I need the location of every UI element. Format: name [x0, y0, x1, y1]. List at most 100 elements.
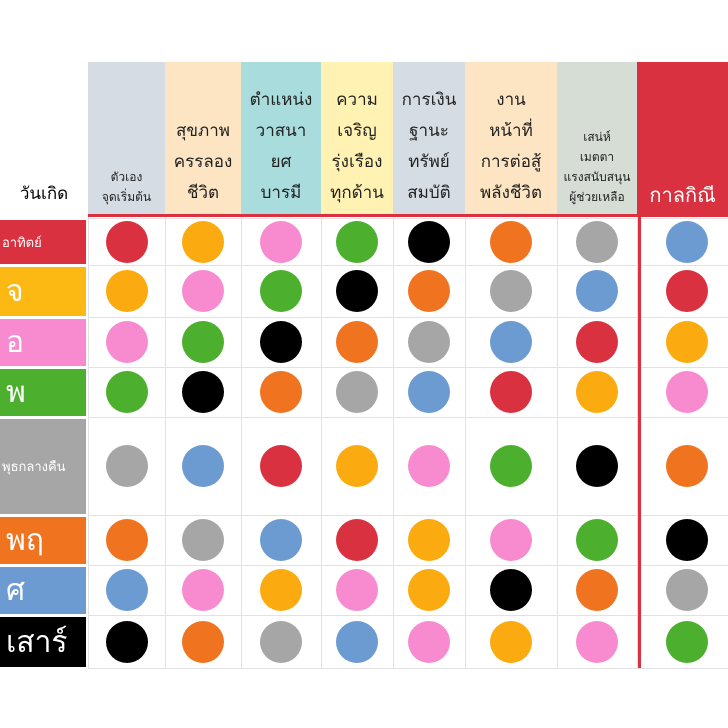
- color-dot: [182, 321, 224, 363]
- grid-line: [88, 417, 728, 418]
- color-dot: [576, 445, 618, 487]
- color-dot: [665, 220, 708, 263]
- column-header: ตำแหน่ง วาสนา ยศ บารมี: [241, 62, 321, 215]
- color-dot: [490, 445, 532, 487]
- color-dot: [182, 270, 224, 312]
- grid-line: [88, 218, 728, 219]
- grid-line: [637, 215, 638, 668]
- color-dot: [576, 569, 618, 611]
- color-dot: [105, 321, 148, 363]
- color-dot: [408, 519, 450, 561]
- color-dot: [490, 371, 532, 413]
- grid-line: [165, 215, 166, 668]
- color-dot: [105, 445, 148, 487]
- grid-line: [88, 367, 728, 368]
- color-dot: [182, 445, 224, 487]
- color-dot: [336, 445, 378, 487]
- grid-line: [321, 215, 322, 668]
- color-dot: [576, 270, 618, 312]
- color-dot: [336, 519, 378, 561]
- color-dot: [665, 371, 708, 413]
- color-dot: [490, 321, 532, 363]
- color-dot: [260, 445, 302, 487]
- day-label: อาทิตย์: [0, 220, 86, 264]
- color-dot: [408, 445, 450, 487]
- day-label: พ: [0, 369, 86, 416]
- color-dot: [182, 569, 224, 611]
- day-label: ศ: [0, 567, 86, 614]
- day-label: อ: [0, 319, 86, 366]
- column-header: เสน่ห์ เมตตา แรงสนับสนุน ผู้ช่วยเหลือ: [557, 62, 637, 215]
- color-dot: [182, 620, 224, 663]
- grid-line: [88, 565, 728, 566]
- grid-line: [88, 515, 728, 516]
- color-dot: [490, 519, 532, 561]
- color-dot: [182, 371, 224, 413]
- color-dot: [408, 569, 450, 611]
- day-label: จ: [0, 267, 86, 316]
- color-dot: [260, 569, 302, 611]
- color-dot: [105, 569, 148, 611]
- color-dot: [336, 620, 378, 663]
- grid-line: [88, 317, 728, 318]
- day-label: พุธกลางคืน: [0, 419, 86, 514]
- color-dot: [490, 569, 532, 611]
- color-dot: [105, 620, 148, 663]
- color-dot: [576, 220, 618, 263]
- column-header: สุขภาพ ครรลอง ชีวิต: [165, 62, 241, 215]
- color-dot: [105, 519, 148, 561]
- color-dot: [665, 519, 708, 561]
- color-dot: [490, 220, 532, 263]
- day-label: เสาร์: [0, 617, 86, 667]
- grid-line: [557, 215, 558, 668]
- color-dot: [576, 371, 618, 413]
- separator-line: [638, 62, 641, 668]
- separator-line: [88, 214, 728, 217]
- column-header: กาลกิณี: [637, 62, 728, 215]
- grid-line: [88, 615, 728, 616]
- color-dot: [408, 220, 450, 263]
- color-dot: [260, 321, 302, 363]
- color-dot: [408, 371, 450, 413]
- color-dot: [576, 620, 618, 663]
- corner-label: วันเกิด: [19, 184, 69, 204]
- color-dot: [665, 445, 708, 487]
- color-dot: [336, 371, 378, 413]
- color-dot: [336, 270, 378, 312]
- grid-line: [465, 215, 466, 668]
- grid-line: [393, 215, 394, 668]
- color-dot: [105, 371, 148, 413]
- color-dot: [260, 270, 302, 312]
- color-dot: [665, 321, 708, 363]
- color-dot: [490, 620, 532, 663]
- grid-line: [88, 668, 728, 669]
- color-dot: [336, 220, 378, 263]
- column-header: การเงิน ฐานะ ทรัพย์ สมบัติ: [393, 62, 465, 215]
- color-dot: [665, 270, 708, 312]
- color-dot: [408, 321, 450, 363]
- color-dot: [665, 620, 708, 663]
- color-dot: [260, 519, 302, 561]
- grid-line: [241, 215, 242, 668]
- color-dot: [336, 321, 378, 363]
- day-label: พฤ: [0, 517, 86, 564]
- color-dot: [576, 321, 618, 363]
- color-dot: [665, 569, 708, 611]
- color-dot: [576, 519, 618, 561]
- color-dot: [260, 220, 302, 263]
- color-dot: [336, 569, 378, 611]
- color-dot: [408, 620, 450, 663]
- column-header: งาน หน้าที่ การต่อสู้ พลังชีวิต: [465, 62, 557, 215]
- color-dot: [490, 270, 532, 312]
- color-dot: [105, 220, 148, 263]
- color-dot: [182, 220, 224, 263]
- color-dot: [260, 371, 302, 413]
- grid-line: [88, 215, 89, 668]
- grid-line: [88, 265, 728, 266]
- color-dot: [105, 270, 148, 312]
- column-header: ความ เจริญ รุ่งเรือง ทุกด้าน: [321, 62, 393, 215]
- color-dot: [408, 270, 450, 312]
- color-dot: [260, 620, 302, 663]
- color-dot: [182, 519, 224, 561]
